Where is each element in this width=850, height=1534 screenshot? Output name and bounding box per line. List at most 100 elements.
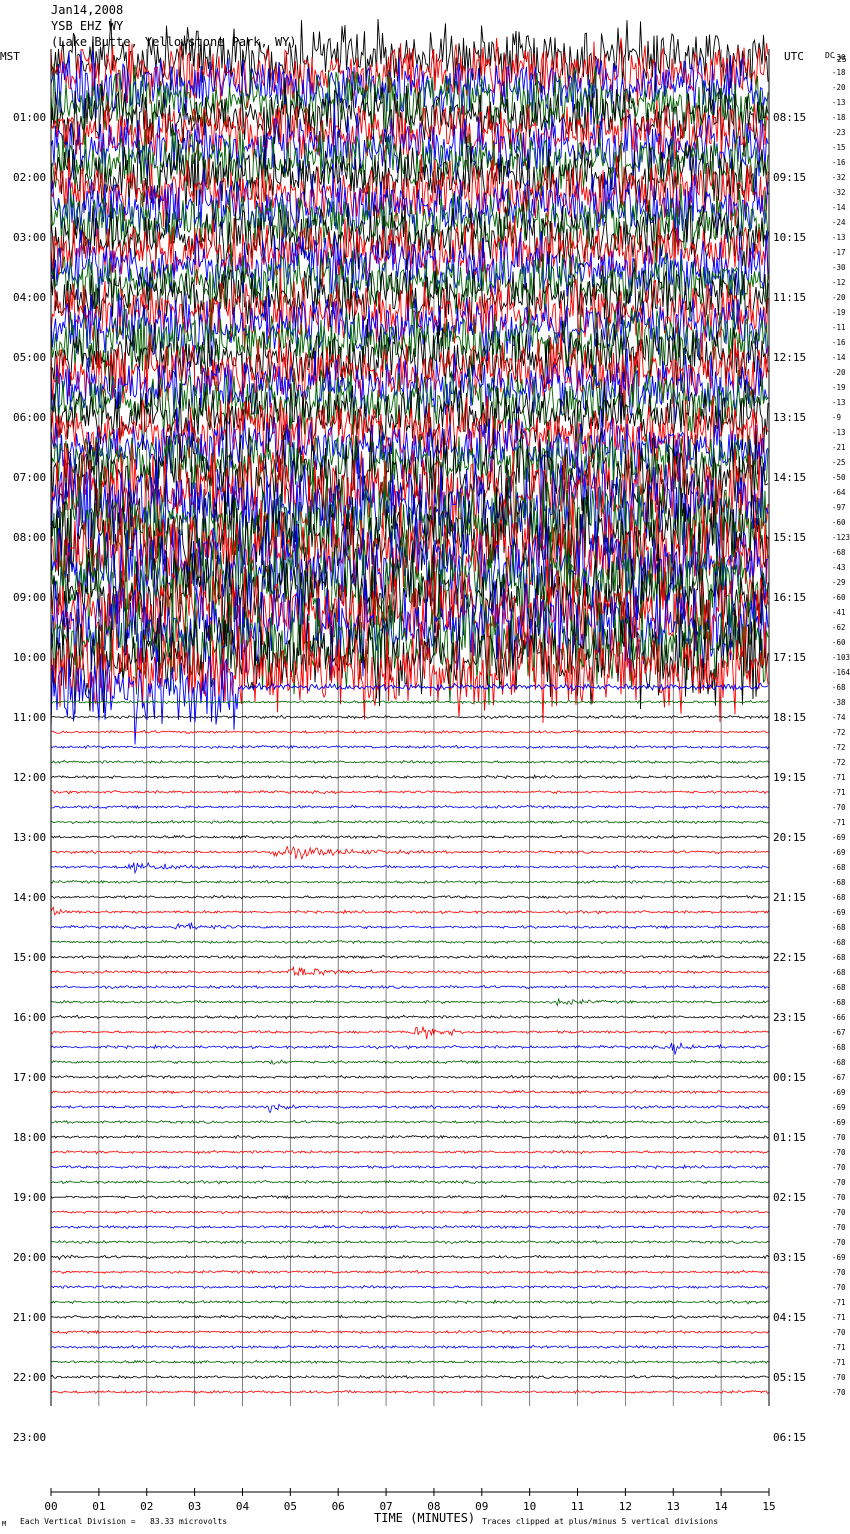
dc-offset-label: -70	[832, 1208, 846, 1217]
left-hour-label: 16:00	[13, 1011, 46, 1024]
left-hour-label: 07:00	[13, 471, 46, 484]
dc-offset-label: -68	[832, 998, 846, 1007]
left-hour-label: 11:00	[13, 711, 46, 724]
seismic-trace-row	[50, 1134, 769, 1140]
dc-offset-label: -60	[832, 593, 846, 602]
seismic-trace-row	[50, 467, 769, 580]
dc-offset-label: -72	[832, 743, 846, 752]
dc-offset-label: -68	[832, 878, 846, 887]
dc-offset-label: -12	[832, 278, 846, 287]
seismic-trace-row	[50, 819, 769, 825]
dc-offset-label: -68	[832, 923, 846, 932]
dc-offset-label: -64	[832, 488, 846, 497]
left-hour-label: 01:00	[13, 111, 46, 124]
dc-first-value: 25	[837, 55, 847, 64]
right-hour-label: 08:15	[773, 111, 806, 124]
seismic-trace-row	[50, 789, 769, 795]
dc-offset-label: -14	[832, 353, 846, 362]
dc-offset-label: -71	[832, 818, 846, 827]
right-hour-label: 21:15	[773, 891, 806, 904]
seismic-trace-row	[50, 1209, 769, 1215]
dc-offset-label: -43	[832, 563, 846, 572]
seismic-trace-row	[50, 395, 769, 474]
left-hour-label: 14:00	[13, 891, 46, 904]
left-hour-label: 06:00	[13, 411, 46, 424]
dc-offset-label: -15	[832, 143, 846, 152]
dc-offset-label: -17	[832, 248, 846, 257]
left-hour-label: 04:00	[13, 291, 46, 304]
dc-offset-label: -60	[832, 518, 846, 527]
seismic-trace-row	[50, 435, 769, 549]
seismic-trace-row	[50, 1239, 769, 1245]
dc-offset-label: -24	[832, 218, 846, 227]
dc-offset-label: -71	[832, 773, 846, 782]
x-tick-label: 01	[92, 1500, 105, 1513]
corner-mark: M	[2, 1520, 7, 1528]
seismic-trace-row	[50, 77, 769, 159]
dc-offset-label: -68	[832, 863, 846, 872]
dc-offset-label: -103	[832, 653, 850, 662]
dc-offset-label: -68	[832, 1043, 846, 1052]
seismic-trace-row	[50, 774, 769, 780]
dc-offset-label: -72	[832, 728, 846, 737]
right-hour-label: 14:15	[773, 471, 806, 484]
dc-offset-label: -70	[832, 1193, 846, 1202]
left-hour-label: 05:00	[13, 351, 46, 364]
dc-offset-label: -70	[832, 1223, 846, 1232]
left-timezone-label: MST	[0, 50, 20, 63]
axis-labels: -30 -18 -20 -13 -18 -23 -15 -16 -32 -32 -14 -24 -13 -…	[13, 53, 850, 1513]
right-hour-label: 02:15	[773, 1191, 806, 1204]
seismic-trace-row	[50, 1314, 769, 1320]
x-tick-label: 10	[523, 1500, 536, 1513]
right-hour-label: 00:15	[773, 1071, 806, 1084]
dc-offset-label: -60	[832, 638, 846, 647]
station-label: YSB EHZ WY	[51, 19, 124, 33]
dc-offset-label: -71	[832, 788, 846, 797]
seismic-trace-row	[50, 348, 769, 424]
dc-offset-label: -41	[832, 608, 846, 617]
seismic-trace-row	[50, 845, 769, 860]
dc-offset-label: -69	[832, 1088, 846, 1097]
dc-offset-label: -13	[832, 398, 846, 407]
dc-offset-label: -69	[832, 833, 846, 842]
right-hour-label: 06:15	[773, 1431, 806, 1444]
seismic-trace-row	[50, 379, 769, 453]
dc-offset-label: -19	[832, 383, 846, 392]
x-axis-title: TIME (MINUTES)	[374, 1511, 476, 1525]
seismic-trace-row	[50, 1149, 769, 1155]
dc-offset-label: -68	[832, 893, 846, 902]
x-tick-label: 12	[619, 1500, 632, 1513]
seismic-trace-row	[50, 318, 769, 397]
seismic-trace-row	[50, 894, 769, 900]
seismic-trace-row	[50, 554, 769, 672]
dc-offset-label: -11	[832, 323, 846, 332]
seismic-trace-row	[50, 954, 769, 960]
x-tick-label: 08	[427, 1500, 440, 1513]
dc-offset-label: -70	[832, 803, 846, 812]
dc-offset-label: -70	[832, 1133, 846, 1142]
right-hour-label: 22:15	[773, 951, 806, 964]
seismic-trace-row	[50, 1224, 769, 1230]
x-tick-label: 02	[140, 1500, 153, 1513]
dc-label: DC	[825, 51, 835, 60]
dc-offset-label: -25	[832, 458, 846, 467]
dc-offset-label: -38	[832, 698, 846, 707]
seismic-trace-row	[50, 528, 769, 634]
dc-offset-label: -69	[832, 1253, 846, 1262]
left-hour-label: 18:00	[13, 1131, 46, 1144]
dc-offset-label: -13	[832, 233, 846, 242]
seismic-trace-row	[50, 50, 769, 125]
seismic-trace-row	[50, 998, 769, 1007]
dc-offset-label: -32	[832, 173, 846, 182]
dc-offset-label: -70	[832, 1373, 846, 1382]
dc-offset-label: -70	[832, 1328, 846, 1337]
seismic-trace-row	[50, 1389, 769, 1395]
seismic-trace-row	[50, 744, 769, 750]
seismic-trace-row	[50, 804, 769, 810]
seismic-trace-row	[50, 1164, 769, 1170]
dc-offset-label: -69	[832, 848, 846, 857]
dc-offset-label: -30	[832, 263, 846, 272]
dc-offset-label: -30	[832, 53, 846, 62]
right-hour-label: 09:15	[773, 171, 806, 184]
dc-offset-label: -18	[832, 68, 846, 77]
